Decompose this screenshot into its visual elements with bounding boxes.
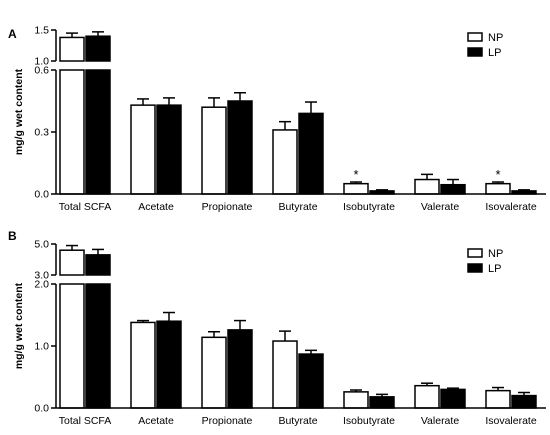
panel-b: Bmg/g wet content Total SCFA Acetate Propio…: [8, 229, 546, 427]
y-axis-label: mg/g wet content: [13, 282, 25, 369]
bar-lp-valerate: [440, 183, 466, 195]
significance-marker-isobutyrate: *: [353, 167, 358, 182]
category-label-total-scfa: Total SCFA: [59, 201, 112, 213]
legend-swatch-np: [467, 32, 483, 42]
category-label-total-scfa: Total SCFA: [59, 415, 112, 427]
panel-label: B: [8, 229, 17, 243]
bar-np-isobutyrate: [343, 391, 369, 409]
bar-lp-butyrate: [298, 112, 324, 195]
legend-label-np: NP: [488, 32, 503, 44]
bar-lp-isobutyrate: [369, 396, 395, 409]
bar-np-butyrate: [272, 129, 298, 195]
significance-marker-isovalerate: *: [495, 167, 500, 182]
y-tick-label: 3.0: [34, 270, 49, 282]
y-tick-label: 1.5: [34, 25, 49, 37]
bar-np-total-scfa: [59, 36, 85, 62]
bar-lp-butyrate: [298, 353, 324, 409]
category-label-acetate: Acetate: [138, 415, 174, 427]
bar-lp-valerate: [440, 388, 466, 409]
bar-np-isovalerate: [485, 389, 511, 409]
bar-np-valerate: [414, 384, 440, 409]
panel-a: Amg/g wet content Total SCFA Acetate Propio…: [8, 25, 546, 213]
bar-np-isobutyrate: [343, 182, 369, 195]
legend-swatch-lp: [467, 263, 483, 273]
category-label-propionate: Propionate: [202, 201, 253, 213]
y-tick-label: 1.0: [34, 341, 49, 353]
category-label-butyrate: Butyrate: [278, 201, 317, 213]
bar-np-acetate: [130, 321, 156, 409]
legend-swatch-np: [467, 248, 483, 258]
bar-lp-total-scfa: [85, 254, 111, 276]
bar-np-acetate: [130, 104, 156, 195]
bar-lp-total-scfa-lower: [85, 283, 111, 409]
bar-lp-isovalerate: [511, 394, 537, 409]
category-label-valerate: Valerate: [421, 201, 459, 213]
bar-lp-propionate: [227, 329, 253, 409]
y-tick-label: 0.0: [34, 403, 49, 415]
bar-np-total-scfa-lower: [59, 283, 85, 409]
bar-np-butyrate: [272, 340, 298, 409]
bar-np-total-scfa: [59, 249, 85, 276]
bar-np-valerate: [414, 178, 440, 195]
bar-lp-acetate: [156, 104, 182, 195]
legend-label-lp: LP: [488, 263, 501, 275]
y-tick-label: 0.0: [34, 189, 49, 201]
category-label-acetate: Acetate: [138, 201, 174, 213]
bar-np-isovalerate: [485, 182, 511, 195]
category-label-propionate: Propionate: [202, 415, 253, 427]
legend-swatch-lp: [467, 47, 483, 57]
y-tick-label: 5.0: [34, 239, 49, 251]
category-label-valerate: Valerate: [421, 415, 459, 427]
bar-lp-total-scfa: [85, 35, 111, 62]
category-label-isobutyrate: Isobutyrate: [343, 201, 395, 213]
bar-lp-acetate: [156, 320, 182, 409]
panel-label: A: [8, 27, 17, 41]
category-label-isovalerate: Isovalerate: [485, 415, 537, 427]
bar-lp-propionate: [227, 100, 253, 195]
y-tick-label: 2.0: [34, 279, 49, 291]
legend-label-lp: LP: [488, 47, 501, 59]
y-axis-label: mg/g wet content: [13, 68, 25, 155]
category-label-butyrate: Butyrate: [278, 415, 317, 427]
bar-np-propionate: [201, 336, 227, 409]
bar-lp-total-scfa-lower: [85, 69, 111, 195]
bar-np-propionate: [201, 106, 227, 195]
legend-label-np: NP: [488, 248, 503, 260]
category-label-isovalerate: Isovalerate: [485, 201, 537, 213]
y-tick-label: 0.6: [34, 65, 49, 77]
bar-np-total-scfa-lower: [59, 69, 85, 195]
y-tick-label: 0.3: [34, 127, 49, 139]
y-tick-label: 1.0: [34, 56, 49, 68]
category-label-isobutyrate: Isobutyrate: [343, 415, 395, 427]
